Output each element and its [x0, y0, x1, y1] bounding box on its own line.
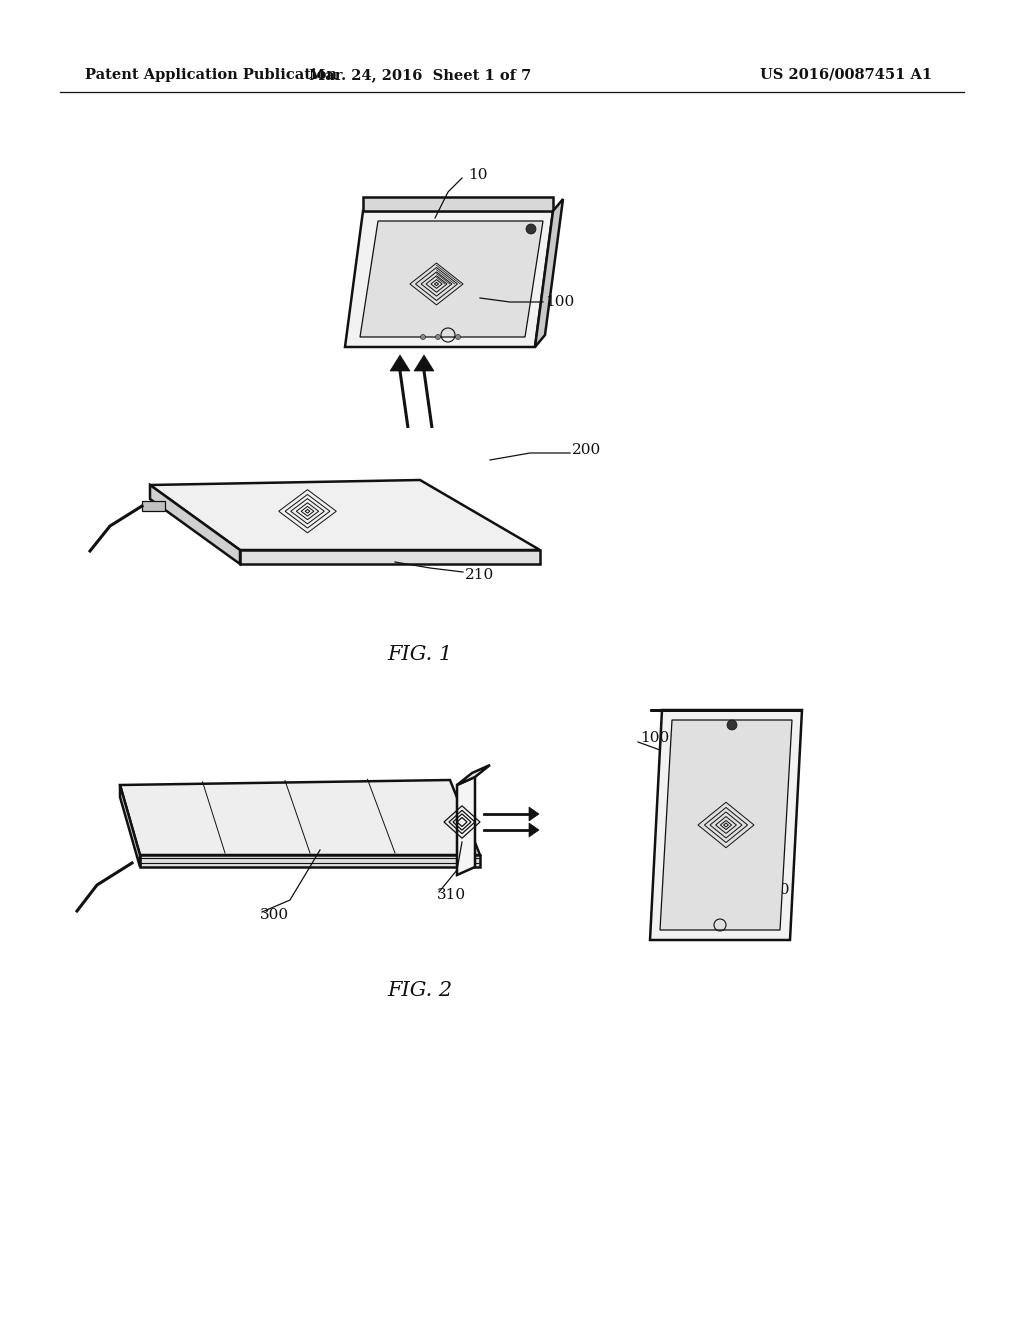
Text: 100: 100: [545, 294, 574, 309]
Polygon shape: [414, 355, 434, 371]
Text: 310: 310: [437, 888, 466, 902]
Circle shape: [727, 719, 737, 730]
Polygon shape: [240, 550, 540, 564]
Polygon shape: [142, 502, 165, 511]
Polygon shape: [345, 211, 553, 347]
Polygon shape: [150, 480, 540, 550]
Polygon shape: [140, 855, 480, 867]
Polygon shape: [650, 710, 802, 940]
Circle shape: [435, 334, 440, 339]
Polygon shape: [457, 777, 475, 875]
Circle shape: [421, 334, 426, 339]
Polygon shape: [362, 197, 553, 211]
Polygon shape: [120, 780, 480, 855]
Polygon shape: [390, 355, 410, 371]
Polygon shape: [529, 822, 539, 837]
Text: 100: 100: [640, 731, 670, 744]
Text: Patent Application Publication: Patent Application Publication: [85, 69, 337, 82]
Text: 200: 200: [572, 444, 601, 457]
Polygon shape: [535, 199, 563, 347]
Text: FIG. 2: FIG. 2: [387, 981, 453, 999]
Text: 210: 210: [465, 568, 495, 582]
Text: 10: 10: [770, 883, 790, 898]
Circle shape: [456, 334, 461, 339]
Polygon shape: [360, 220, 543, 337]
Polygon shape: [457, 766, 490, 785]
Text: US 2016/0087451 A1: US 2016/0087451 A1: [760, 69, 932, 82]
Text: Mar. 24, 2016  Sheet 1 of 7: Mar. 24, 2016 Sheet 1 of 7: [309, 69, 531, 82]
Text: 300: 300: [260, 908, 289, 921]
Polygon shape: [150, 484, 240, 564]
Polygon shape: [660, 719, 792, 931]
Text: 10: 10: [468, 168, 487, 182]
Polygon shape: [120, 785, 140, 867]
Text: FIG. 1: FIG. 1: [387, 645, 453, 664]
Polygon shape: [529, 807, 539, 821]
Circle shape: [526, 224, 536, 234]
